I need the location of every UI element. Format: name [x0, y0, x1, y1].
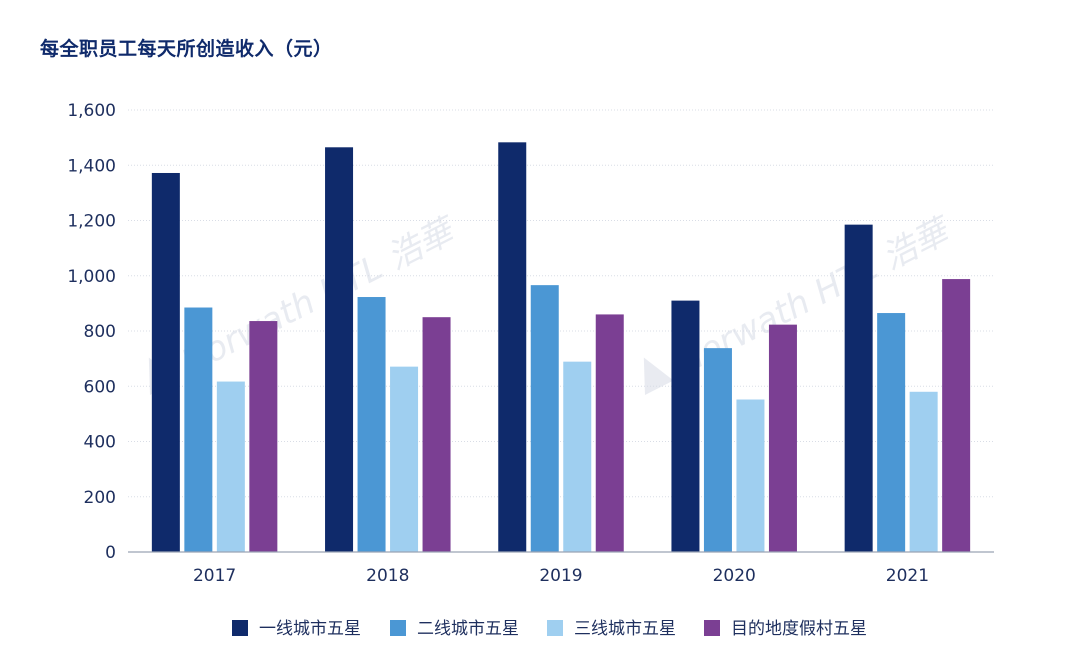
legend-swatch-4	[704, 620, 720, 636]
bar-2021-series-3	[909, 391, 938, 552]
x-tick-label-2019: 2019	[539, 566, 582, 586]
y-tick-label-1200: 1,200	[67, 212, 116, 232]
horwath-logo-icon	[643, 357, 674, 395]
bar-2018-series-3	[390, 366, 419, 552]
bar-2019-series-3	[563, 361, 592, 552]
bar-2021-series-4	[942, 279, 971, 552]
x-tick-label-2021: 2021	[886, 566, 929, 586]
bar-2018-series-2	[357, 297, 386, 552]
watermark-text: Horwath HTL 浩華	[175, 209, 464, 383]
y-tick-label-1600: 1,600	[67, 101, 116, 121]
bar-2017-series-2	[184, 307, 213, 552]
x-tick-label-2018: 2018	[366, 566, 409, 586]
y-tick-label-1400: 1,400	[67, 156, 116, 176]
legend-label-1: 一线城市五星	[259, 619, 361, 639]
y-tick-label-0: 0	[105, 543, 116, 563]
bar-2018-series-4	[422, 317, 451, 552]
bar-2017-series-1	[151, 172, 180, 553]
bar-2019-series-4	[595, 314, 624, 552]
y-tick-label-1000: 1,000	[67, 267, 116, 287]
bar-2021-series-1	[844, 224, 873, 553]
y-tick-label-400: 400	[84, 433, 116, 453]
y-tick-label-800: 800	[84, 322, 116, 342]
bar-2020-series-2	[703, 348, 732, 552]
legend-label-4: 目的地度假村五星	[731, 619, 867, 639]
legend-label-3: 三线城市五星	[574, 619, 676, 639]
bar-2020-series-1	[671, 300, 700, 552]
y-tick-label-600: 600	[84, 377, 116, 397]
bar-2019-series-2	[530, 285, 559, 552]
bar-2017-series-3	[216, 381, 245, 552]
bar-2020-series-4	[768, 324, 797, 552]
bar-2019-series-1	[498, 142, 527, 553]
legend-label-2: 二线城市五星	[417, 619, 519, 639]
legend-swatch-1	[232, 620, 248, 636]
bar-2017-series-4	[249, 321, 278, 552]
y-tick-label-200: 200	[84, 488, 116, 508]
x-tick-label-2017: 2017	[193, 566, 236, 586]
chart-title: 每全职员工每天所创造收入（元）	[40, 38, 333, 60]
bar-2021-series-2	[877, 313, 906, 552]
bar-2020-series-3	[736, 399, 765, 552]
bar-2018-series-1	[325, 147, 354, 552]
legend-swatch-2	[390, 620, 406, 636]
x-tick-label-2020: 2020	[713, 566, 756, 586]
legend-swatch-3	[547, 620, 563, 636]
